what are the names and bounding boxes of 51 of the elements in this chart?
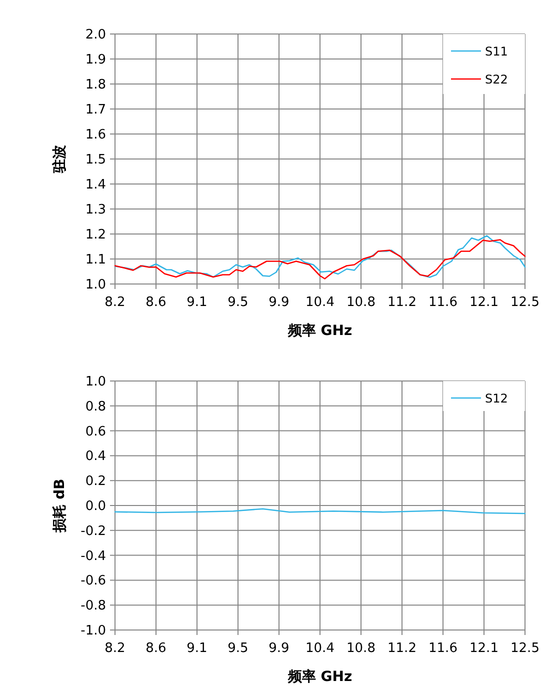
legend-label: S22	[485, 72, 508, 86]
x-tick-label: 9.5	[228, 295, 248, 310]
y-tick-label: 0.2	[85, 474, 106, 490]
x-tick-label: 12.1	[470, 641, 498, 656]
y-tick-label: 1.9	[85, 52, 106, 68]
x-tick-label: 9.1	[186, 641, 208, 656]
y-tick-label: 1.7	[85, 102, 106, 118]
x-tick-label: 10.8	[346, 641, 376, 656]
x-tick-label: 12.5	[510, 295, 540, 310]
y-tick-label: 1.8	[85, 78, 106, 92]
x-axis-title: 频率 GHz	[286, 668, 352, 685]
y-axis-title: 损耗 dB	[52, 478, 68, 534]
y-tick-label: 0.4	[85, 449, 106, 464]
y-tick-label: 2.0	[85, 28, 106, 42]
x-tick-label: 8.2	[104, 295, 126, 310]
y-tick-label: 0.6	[85, 424, 106, 440]
x-tick-label: 8.6	[146, 641, 166, 656]
y-tick-label: 1.0	[85, 278, 106, 292]
x-tick-label: 9.5	[228, 641, 248, 656]
y-tick-label: -1.0	[80, 624, 106, 638]
x-tick-label: 10.8	[346, 295, 376, 310]
legend-label: S12	[485, 392, 508, 406]
x-tick-label: 9.9	[268, 641, 290, 656]
x-tick-label: 11.2	[388, 641, 416, 656]
y-tick-label: 0.8	[85, 399, 106, 414]
x-tick-label: 9.1	[186, 295, 208, 310]
x-tick-label: 11.6	[428, 641, 458, 656]
y-tick-label: 0.0	[85, 499, 106, 514]
y-tick-label: 1.5	[85, 152, 106, 168]
y-tick-label: -0.8	[80, 598, 106, 614]
x-tick-label: 12.1	[470, 295, 498, 310]
x-tick-label: 8.2	[104, 641, 126, 656]
y-tick-label: 1.2	[85, 228, 106, 242]
x-tick-label: 9.9	[268, 295, 290, 310]
y-tick-label: 1.6	[85, 128, 106, 142]
y-axis-title: 驻波	[51, 145, 68, 174]
x-tick-label: 11.6	[428, 295, 458, 310]
y-tick-label: -0.4	[80, 548, 106, 564]
x-tick-label: 8.6	[146, 295, 166, 310]
y-tick-label: -0.2	[80, 524, 106, 539]
x-tick-label: 12.5	[510, 641, 540, 656]
x-tick-label: 10.4	[306, 295, 334, 310]
y-tick-label: -0.6	[80, 574, 106, 589]
x-tick-label: 10.4	[306, 641, 334, 656]
legend-label: S11	[485, 44, 508, 58]
y-tick-label: 1.3	[85, 202, 106, 218]
y-tick-label: 1.0	[85, 374, 106, 390]
y-tick-label: 1.1	[85, 252, 106, 268]
x-tick-label: 11.2	[388, 295, 416, 310]
x-axis-title: 频率 GHz	[286, 322, 352, 339]
y-tick-label: 1.4	[85, 178, 106, 192]
